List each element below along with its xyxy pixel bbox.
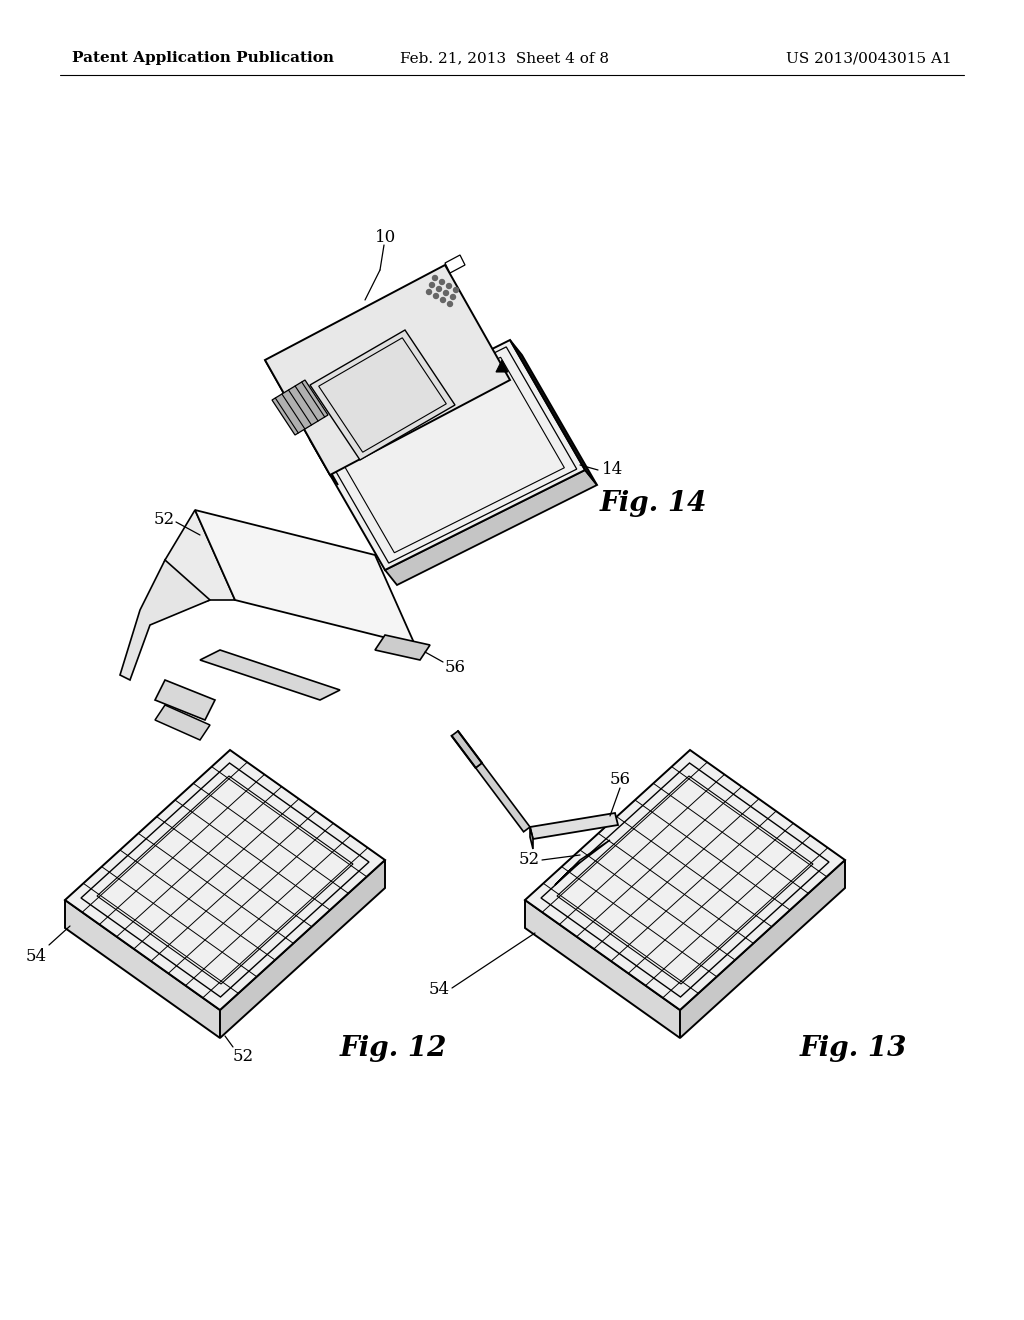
Polygon shape	[65, 750, 385, 1010]
Polygon shape	[310, 330, 455, 459]
Text: Patent Application Publication: Patent Application Publication	[72, 51, 334, 65]
Text: 10: 10	[375, 230, 396, 247]
Text: US 2013/0043015 A1: US 2013/0043015 A1	[786, 51, 952, 65]
Text: Feb. 21, 2013  Sheet 4 of 8: Feb. 21, 2013 Sheet 4 of 8	[400, 51, 609, 65]
Polygon shape	[496, 360, 508, 372]
Text: 54: 54	[429, 982, 450, 998]
Polygon shape	[475, 763, 530, 832]
Text: 52: 52	[519, 851, 540, 869]
Polygon shape	[265, 265, 510, 475]
Polygon shape	[155, 705, 210, 741]
Circle shape	[451, 294, 456, 300]
Polygon shape	[195, 510, 415, 645]
Text: Fig. 14: Fig. 14	[600, 490, 708, 517]
Circle shape	[436, 286, 441, 292]
Circle shape	[440, 297, 445, 302]
Polygon shape	[310, 341, 585, 570]
Polygon shape	[65, 900, 220, 1038]
Text: 56: 56	[445, 660, 466, 676]
Polygon shape	[510, 341, 597, 484]
Circle shape	[446, 284, 452, 289]
Circle shape	[427, 289, 431, 294]
Polygon shape	[525, 900, 680, 1038]
Circle shape	[433, 293, 438, 298]
Polygon shape	[530, 828, 534, 849]
Polygon shape	[265, 360, 338, 484]
Polygon shape	[555, 840, 610, 884]
Circle shape	[447, 301, 453, 306]
Text: 14: 14	[602, 462, 624, 479]
Text: Fig. 13: Fig. 13	[800, 1035, 907, 1063]
Circle shape	[429, 282, 434, 288]
Polygon shape	[155, 680, 215, 719]
Polygon shape	[200, 649, 340, 700]
Polygon shape	[452, 731, 482, 768]
Text: 54: 54	[26, 948, 47, 965]
Text: 52: 52	[154, 511, 175, 528]
Circle shape	[443, 290, 449, 296]
Text: Fig. 12: Fig. 12	[340, 1035, 447, 1063]
Polygon shape	[375, 635, 430, 660]
Polygon shape	[680, 861, 845, 1038]
Polygon shape	[530, 813, 618, 840]
Circle shape	[454, 288, 459, 293]
Polygon shape	[445, 255, 465, 273]
Text: 56: 56	[609, 771, 631, 788]
Polygon shape	[120, 560, 210, 680]
Polygon shape	[220, 861, 385, 1038]
Polygon shape	[385, 470, 597, 585]
Polygon shape	[272, 380, 328, 436]
Polygon shape	[525, 750, 845, 1010]
Text: 52: 52	[233, 1048, 254, 1065]
Circle shape	[432, 276, 437, 281]
Circle shape	[439, 280, 444, 285]
Polygon shape	[145, 510, 234, 620]
